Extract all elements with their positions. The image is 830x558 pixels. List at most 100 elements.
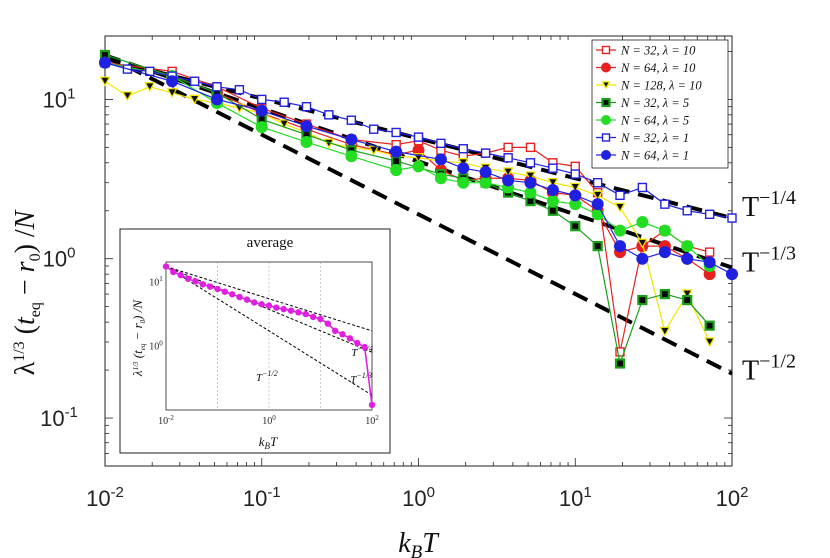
data-point <box>480 148 491 158</box>
inset-data-point <box>317 315 324 323</box>
inset-data-point <box>251 299 258 306</box>
data-point <box>390 164 403 177</box>
data-point <box>592 178 603 188</box>
inset-y-axis-label: λ1/3 (teq − r0) /N <box>130 299 147 377</box>
legend-marker <box>601 150 611 160</box>
inset-x-tick-label: 102 <box>365 414 379 427</box>
data-point <box>524 186 537 199</box>
legend-marker <box>601 133 611 142</box>
main-reference-labels: T−1/4 T−1/3 T−1/2 <box>742 187 796 387</box>
data-point <box>255 121 268 134</box>
data-point <box>547 178 559 188</box>
data-point <box>210 93 223 106</box>
inset-ticks: 10-2 100 102 100 101 <box>149 275 379 427</box>
data-point <box>390 145 403 158</box>
legend-label: N = 32, λ = 5 <box>620 96 689 110</box>
data-point <box>591 198 604 211</box>
data-point <box>570 161 580 172</box>
data-point <box>614 240 627 253</box>
data-point <box>548 163 558 173</box>
inset-data-point <box>258 301 265 308</box>
inset-data-point <box>221 288 229 295</box>
y-tick-label: 10-1 <box>40 404 78 431</box>
inset-reference-label: T−1/2 <box>256 369 278 384</box>
inset-title: average <box>247 235 294 251</box>
data-point <box>704 320 715 331</box>
data-point <box>257 94 267 105</box>
data-point <box>99 76 111 87</box>
data-point <box>345 150 358 163</box>
data-point <box>525 142 536 153</box>
main-series <box>99 49 738 369</box>
inset-data-point <box>361 343 368 351</box>
data-point <box>658 224 671 237</box>
data-point <box>592 190 604 201</box>
legend-label: N = 64, λ = 1 <box>620 149 689 163</box>
data-point <box>636 252 649 265</box>
reference-line <box>104 53 733 376</box>
x-axis-label: kBT <box>398 528 440 558</box>
data-point <box>255 104 268 117</box>
data-point <box>301 101 312 112</box>
data-point <box>479 166 492 179</box>
inset-data-point <box>324 320 332 327</box>
reference-label: T−1/3 <box>742 243 796 279</box>
data-point <box>525 158 536 168</box>
data-point <box>681 240 694 253</box>
inset-x-axis-label: kBT <box>259 434 278 451</box>
data-point <box>346 115 357 125</box>
data-point <box>369 124 379 134</box>
data-point <box>212 82 222 92</box>
data-point <box>546 195 559 208</box>
data-point <box>479 176 492 189</box>
inset-data-point <box>287 307 295 314</box>
data-point <box>681 252 694 265</box>
data-point <box>704 337 716 348</box>
inset-data-point <box>236 293 243 301</box>
data-point <box>636 238 648 249</box>
data-point <box>502 167 514 178</box>
legend-label: N = 32, λ = 1 <box>620 131 689 145</box>
inset-data-point <box>302 310 309 318</box>
data-point <box>569 182 581 193</box>
data-point <box>546 183 559 196</box>
x-tick-label: 100 <box>402 484 435 511</box>
inset-data-point <box>170 268 177 276</box>
data-point <box>660 199 670 209</box>
data-point <box>436 138 446 149</box>
data-point <box>121 91 133 102</box>
inset-x-tick-label: 100 <box>262 414 276 427</box>
inset-data-point <box>273 304 280 311</box>
x-tick-label: 10-2 <box>86 484 124 511</box>
data-point <box>278 119 290 130</box>
legend-label: N = 64, λ = 10 <box>620 61 696 75</box>
data-point <box>704 209 715 220</box>
inset-data-point <box>184 275 192 282</box>
inset-data-point <box>162 263 170 270</box>
series-line <box>104 80 711 343</box>
data-point <box>413 132 424 142</box>
data-point <box>502 174 515 187</box>
inset-data-point <box>243 296 251 303</box>
legend-marker <box>601 45 611 55</box>
inset-reference-line <box>165 266 373 396</box>
data-point <box>457 162 470 175</box>
data-point <box>166 75 179 88</box>
data-point <box>324 110 334 120</box>
inset-reference-line <box>165 266 373 332</box>
inset-data-point <box>206 283 214 290</box>
inset-data-point <box>280 305 287 313</box>
inset-data-point <box>332 327 339 335</box>
y-axis-label: λ1/3 (teq − r0) /N <box>10 209 44 375</box>
inset-y-tick-label: 101 <box>149 275 163 288</box>
series-line <box>104 54 711 366</box>
data-point <box>614 202 626 213</box>
data-point <box>166 88 178 99</box>
y-tick-label: 100 <box>43 245 76 272</box>
main-ticks: 10-2 10-1 100 101 102 10-1 100 101 <box>40 36 748 511</box>
data-point <box>637 294 648 306</box>
inset-y-tick-label: 100 <box>149 339 163 352</box>
data-point <box>570 221 581 232</box>
legend-marker <box>601 62 611 73</box>
data-point <box>300 120 313 133</box>
